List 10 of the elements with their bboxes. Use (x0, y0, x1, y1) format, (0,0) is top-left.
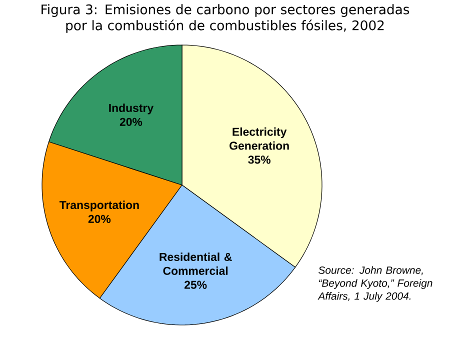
chart-title: Figura 3: Emisiones de carbono por sectores generadas por la combustión de combustibles fósiles, 2002 (42, 4, 410, 33)
slice-label: Electricity Generation (230, 127, 289, 150)
data-label: 20% (88, 214, 111, 223)
slice-label: Industry (109, 104, 154, 114)
data-label: 35% (248, 156, 270, 164)
data-label: 25% (184, 280, 207, 289)
data-label: 20% (120, 118, 142, 126)
source-note: Source: John Browne, “Beyond Kyoto,” Foreign Affairs, 1 July 2004. (318, 266, 432, 302)
slice-label: Residential & Commercial (160, 252, 232, 275)
slice-label: Transportation (59, 200, 139, 212)
